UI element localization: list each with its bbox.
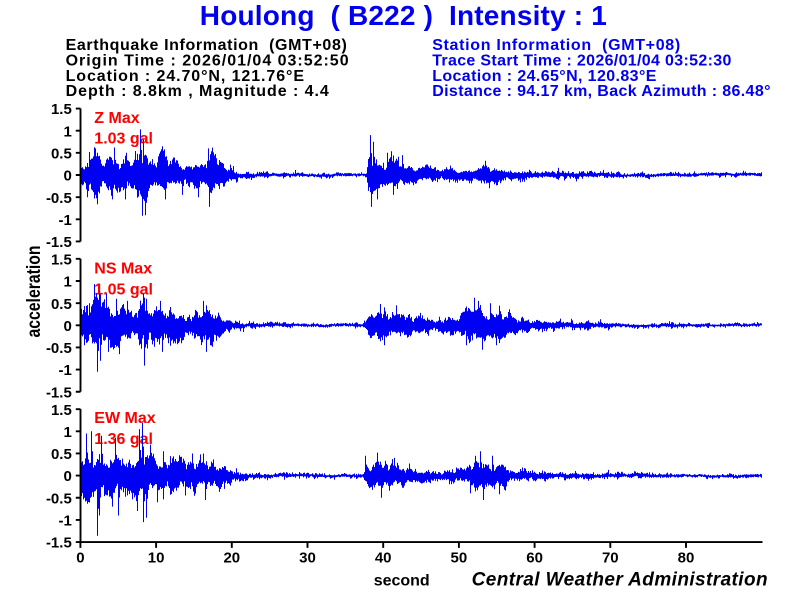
svg-text:Earthquake Information (GMT+0: Earthquake Information (GMT+08) xyxy=(66,37,347,54)
svg-text:70: 70 xyxy=(602,549,619,566)
svg-text:-1.5: -1.5 xyxy=(46,384,72,401)
svg-text:10: 10 xyxy=(148,549,165,566)
svg-text:1.5: 1.5 xyxy=(51,402,72,419)
svg-text:-0.5: -0.5 xyxy=(46,490,72,507)
svg-text:Distance : 94.17 km, Back Azim: Distance : 94.17 km, Back Azimuth : 86.4… xyxy=(432,83,770,100)
svg-text:0.5: 0.5 xyxy=(51,296,72,313)
svg-text:second: second xyxy=(374,573,430,590)
svg-text:-1: -1 xyxy=(58,513,71,530)
svg-text:Central Weather Administration: Central Weather Administration xyxy=(472,570,768,591)
svg-text:1.05 gal: 1.05 gal xyxy=(94,281,153,298)
svg-text:-1: -1 xyxy=(58,212,71,229)
svg-text:-0.5: -0.5 xyxy=(46,340,72,357)
svg-text:1: 1 xyxy=(63,274,71,291)
svg-text:20: 20 xyxy=(223,549,240,566)
svg-text:0: 0 xyxy=(63,168,71,185)
svg-text:Location : 24.65°N, 120.83°E: Location : 24.65°N, 120.83°E xyxy=(432,68,657,85)
svg-text:50: 50 xyxy=(451,549,468,566)
svg-text:0.5: 0.5 xyxy=(51,446,72,463)
svg-text:0: 0 xyxy=(63,468,71,485)
svg-text:0.5: 0.5 xyxy=(51,146,72,163)
svg-text:1.03 gal: 1.03 gal xyxy=(94,131,153,148)
svg-text:Station Information (GMT+08): Station Information (GMT+08) xyxy=(432,37,680,54)
svg-text:Z Max: Z Max xyxy=(94,110,139,127)
svg-text:Houlong ( B222 ) Intensity :: Houlong ( B222 ) Intensity : 1 xyxy=(200,0,607,31)
svg-text:-0.5: -0.5 xyxy=(46,190,72,207)
svg-text:1.5: 1.5 xyxy=(51,252,72,269)
svg-text:-1.5: -1.5 xyxy=(46,234,72,251)
svg-text:30: 30 xyxy=(299,549,316,566)
svg-text:Origin Time : 2026/01/04 03:52: Origin Time : 2026/01/04 03:52:50 xyxy=(66,52,349,69)
svg-text:0: 0 xyxy=(63,318,71,335)
svg-text:-1: -1 xyxy=(58,362,71,379)
svg-text:1: 1 xyxy=(63,424,71,441)
svg-text:40: 40 xyxy=(375,549,392,566)
svg-text:0: 0 xyxy=(76,549,84,566)
svg-text:-1.5: -1.5 xyxy=(46,535,72,552)
svg-text:60: 60 xyxy=(526,549,543,566)
svg-text:Trace Start Time : 2026/01/04: Trace Start Time : 2026/01/04 03:52:30 xyxy=(432,52,731,69)
svg-text:1.36 gal: 1.36 gal xyxy=(94,431,153,448)
svg-text:acceleration: acceleration xyxy=(24,246,45,338)
svg-text:1.5: 1.5 xyxy=(51,101,72,118)
svg-text:Depth : 8.8km , Magnitude : 4.: Depth : 8.8km , Magnitude : 4.4 xyxy=(66,83,329,100)
svg-text:80: 80 xyxy=(678,549,695,566)
svg-text:Location : 24.70°N, 121.76°E: Location : 24.70°N, 121.76°E xyxy=(66,68,305,85)
svg-text:NS Max: NS Max xyxy=(94,261,152,278)
svg-text:EW Max: EW Max xyxy=(94,410,155,427)
svg-text:1: 1 xyxy=(63,123,71,140)
